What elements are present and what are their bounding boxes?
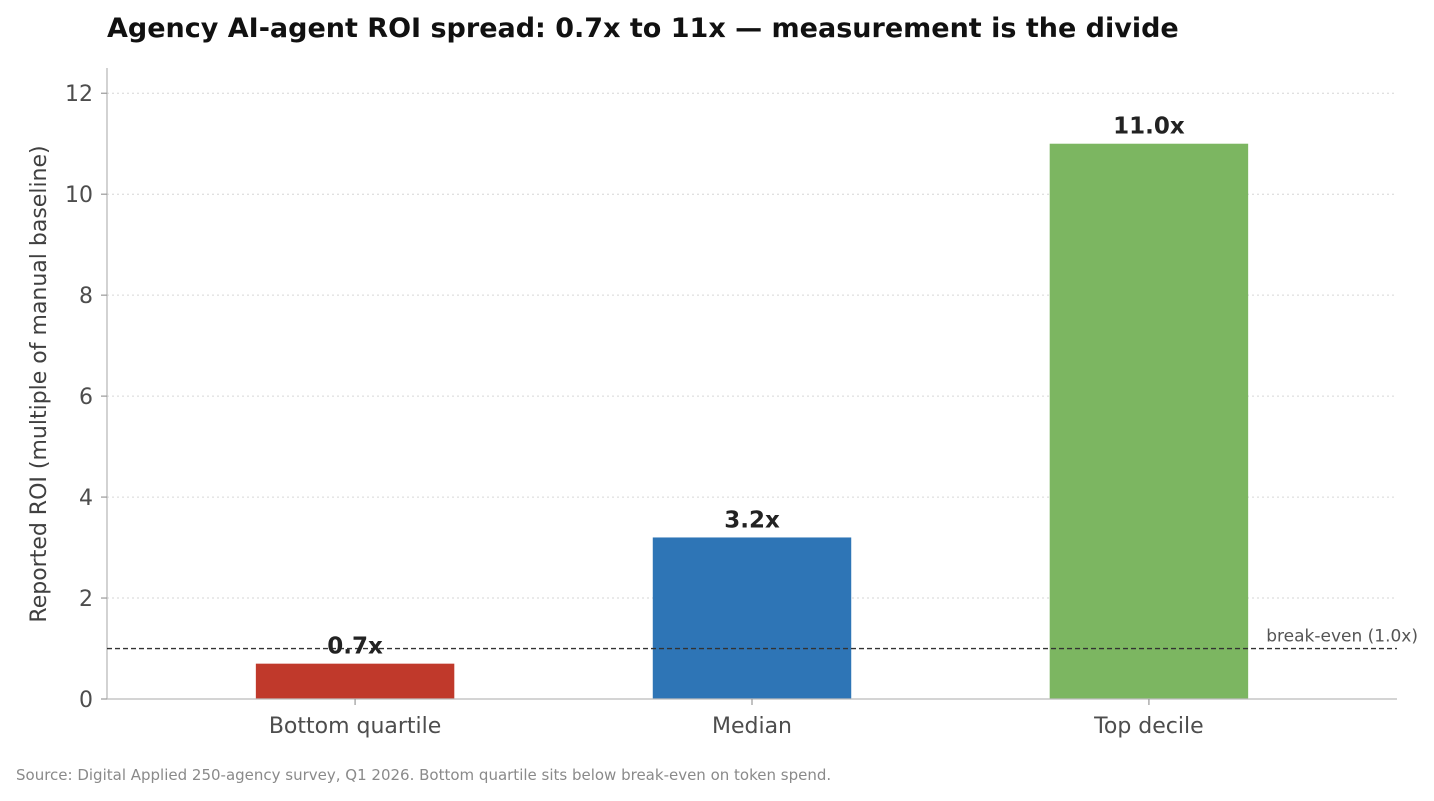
bar-top-decile bbox=[1049, 143, 1249, 700]
bar-value-label: 0.7x bbox=[327, 634, 383, 660]
y-tick-label: 10 bbox=[65, 183, 93, 208]
bar-median bbox=[652, 537, 852, 699]
value-labels: 0.7x 3.2x 11.0x bbox=[327, 114, 1185, 660]
y-tick-label: 8 bbox=[79, 284, 93, 309]
bar-value-label: 11.0x bbox=[1113, 114, 1185, 140]
y-tick-label: 0 bbox=[79, 688, 93, 713]
x-tick-label: Median bbox=[712, 714, 792, 739]
source-note: Source: Digital Applied 250-agency surve… bbox=[16, 766, 831, 784]
y-tick-label: 6 bbox=[79, 385, 93, 410]
y-tick-label: 2 bbox=[79, 587, 93, 612]
bar-bottom-quartile bbox=[255, 663, 455, 699]
y-tick-label: 4 bbox=[79, 486, 93, 511]
x-tick-label: Bottom quartile bbox=[269, 714, 442, 739]
bar-value-label: 3.2x bbox=[724, 507, 780, 533]
chart-title: Agency AI-agent ROI spread: 0.7x to 11x … bbox=[107, 13, 1179, 44]
y-axis-label: Reported ROI (multiple of manual baselin… bbox=[27, 145, 52, 622]
y-axis-ticks: 0 2 4 6 8 10 12 bbox=[65, 82, 107, 713]
x-tick-label: Top decile bbox=[1093, 714, 1203, 739]
x-axis-ticks: Bottom quartile Median Top decile bbox=[269, 699, 1204, 739]
bars bbox=[255, 143, 1249, 700]
break-even-reference: break-even (1.0x) bbox=[107, 627, 1418, 650]
y-tick-label: 12 bbox=[65, 82, 93, 107]
break-even-label: break-even (1.0x) bbox=[1266, 627, 1418, 647]
